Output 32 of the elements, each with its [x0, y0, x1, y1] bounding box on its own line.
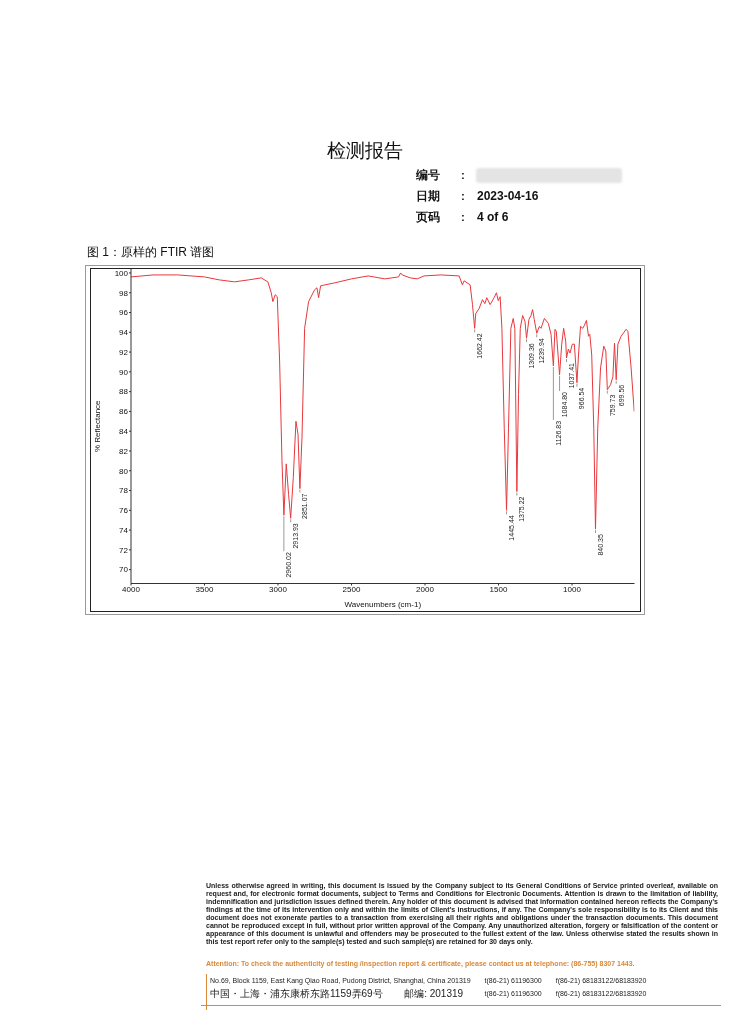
- x-tick-label: 4000: [122, 585, 141, 595]
- y-tick-label: 98: [119, 288, 129, 298]
- x-tick-label: 2500: [342, 585, 361, 595]
- x-tick-label: 2000: [416, 585, 435, 595]
- x-tick-label: 1500: [489, 585, 508, 595]
- y-tick-label: 78: [119, 486, 129, 496]
- x-tick-label: 3000: [269, 585, 288, 595]
- chart-title: 图 1：原样的 FTIR 谱图: [87, 245, 215, 260]
- x-axis-title: Wavenumbers (cm-1): [344, 599, 422, 609]
- y-tick-label: 80: [119, 466, 129, 476]
- text: 编号 :: [416, 169, 465, 181]
- y-tick-label: 70: [119, 565, 129, 575]
- x-tick-label: 3500: [195, 585, 214, 595]
- y-tick-label: 84: [119, 427, 129, 437]
- y-tick-label: 86: [119, 407, 129, 417]
- text: 日期 : 2023-04-16: [416, 189, 539, 203]
- y-tick-label: 96: [119, 308, 129, 318]
- y-tick-label: 74: [119, 525, 129, 535]
- y-tick-label: 76: [119, 506, 129, 516]
- text: 检测报告: [326, 139, 404, 163]
- y-tick-label: 90: [119, 367, 129, 377]
- y-axis-title: % Reflectance: [92, 399, 102, 453]
- x-tick-label: 1000: [563, 585, 582, 595]
- y-tick-label: 94: [119, 328, 129, 338]
- text: 页码 : 4 of 6: [416, 210, 509, 224]
- y-tick-label: 72: [119, 545, 129, 555]
- y-tick-label: 100: [114, 268, 129, 278]
- text: 邮编: 201319: [404, 987, 465, 1000]
- y-tick-label: 92: [119, 347, 129, 357]
- y-tick-label: 82: [119, 446, 129, 456]
- text: 中国・上海・浦东康桥东路1159弄69号: [210, 987, 384, 1000]
- y-tick-label: 88: [119, 387, 129, 397]
